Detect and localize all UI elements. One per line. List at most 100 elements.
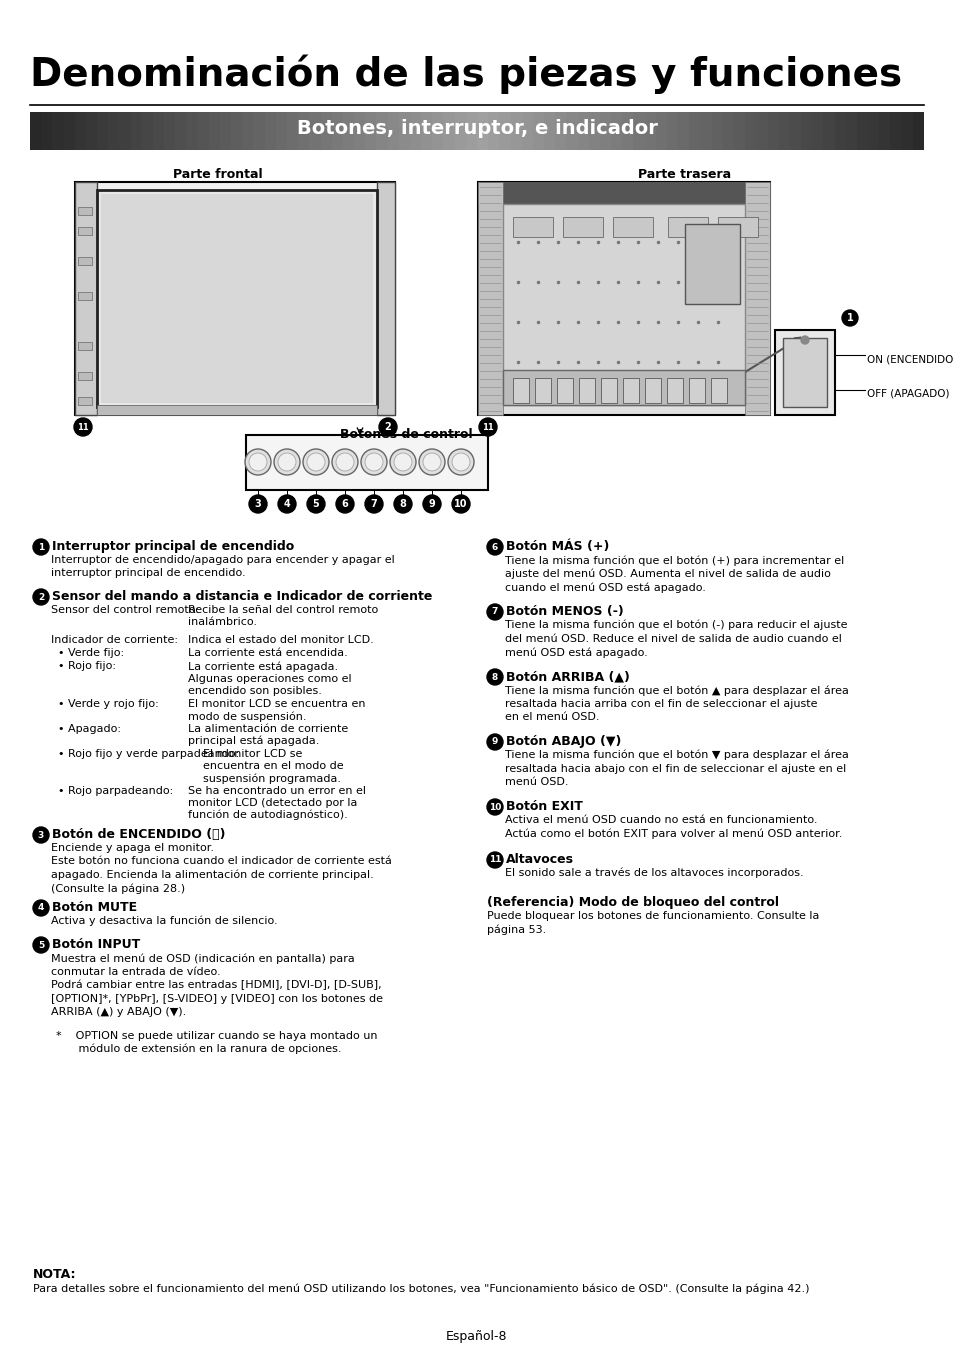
Text: *    OPTION se puede utilizar cuando se haya montado un: * OPTION se puede utilizar cuando se hay… (56, 1031, 377, 1041)
Text: La corriente está encendida.: La corriente está encendida. (188, 648, 348, 657)
Bar (354, 112, 365, 150)
Bar (186, 112, 198, 150)
Bar (778, 112, 790, 150)
Text: modo de suspensión.: modo de suspensión. (188, 711, 306, 721)
Bar (342, 112, 355, 150)
Circle shape (335, 495, 354, 513)
Bar (78, 227, 91, 235)
Bar (242, 112, 253, 150)
Text: Para detalles sobre el funcionamiento del menú OSD utilizando los botones, vea ": Para detalles sobre el funcionamiento de… (33, 1282, 809, 1293)
Bar (666, 112, 678, 150)
Text: 1: 1 (38, 543, 44, 552)
Bar (376, 182, 395, 414)
Circle shape (452, 495, 470, 513)
Text: Interruptor principal de encendido: Interruptor principal de encendido (52, 540, 294, 553)
Circle shape (486, 852, 502, 868)
Text: Sensor del control remoto:: Sensor del control remoto: (51, 605, 199, 616)
Circle shape (394, 495, 412, 513)
Bar (718, 217, 758, 238)
Text: Tiene la misma función que el botón (-) para reducir el ajuste
del menú OSD. Red: Tiene la misma función que el botón (-) … (504, 620, 846, 657)
Bar (41, 112, 52, 150)
Bar (78, 373, 91, 379)
Bar (811, 112, 823, 150)
Bar (533, 112, 544, 150)
Text: 6: 6 (492, 543, 497, 552)
Bar (52, 112, 64, 150)
Text: 5: 5 (313, 500, 319, 509)
Text: Botón MUTE: Botón MUTE (52, 900, 137, 914)
Bar (834, 112, 845, 150)
Text: Algunas operaciones como el: Algunas operaciones como el (188, 674, 352, 684)
Bar (197, 112, 209, 150)
Circle shape (33, 937, 49, 953)
Text: Tiene la misma función que el botón (+) para incrementar el
ajuste del menú OSD.: Tiene la misma función que el botón (+) … (504, 555, 843, 593)
Text: • Rojo parpadeando:: • Rojo parpadeando: (51, 786, 173, 796)
Bar (879, 112, 890, 150)
Bar (275, 112, 287, 150)
Text: 11: 11 (481, 423, 494, 432)
Text: Botón ARRIBA (▲): Botón ARRIBA (▲) (505, 670, 629, 683)
Bar (845, 112, 857, 150)
Text: El sonido sale a través de los altavoces incorporados.: El sonido sale a través de los altavoces… (504, 868, 802, 879)
Text: Botón EXIT: Botón EXIT (505, 801, 582, 813)
Text: Puede bloquear los botones de funcionamiento. Consulte la
página 53.: Puede bloquear los botones de funcionami… (486, 911, 819, 936)
Bar (901, 112, 912, 150)
Bar (477, 182, 502, 414)
Text: Español-8: Español-8 (446, 1330, 507, 1343)
Bar (78, 256, 91, 265)
Bar (566, 112, 578, 150)
Text: • Verde y rojo fijo:: • Verde y rojo fijo: (51, 699, 158, 709)
Text: Tiene la misma función que el botón ▲ para desplazar el área
resaltada hacia arr: Tiene la misma función que el botón ▲ pa… (504, 684, 848, 722)
Text: encuentra en el modo de: encuentra en el modo de (203, 761, 343, 771)
Circle shape (33, 539, 49, 555)
Circle shape (249, 454, 267, 471)
Bar (231, 112, 243, 150)
Circle shape (335, 454, 354, 471)
Bar (365, 112, 376, 150)
Circle shape (307, 454, 325, 471)
Bar (432, 112, 443, 150)
Circle shape (33, 589, 49, 605)
Bar (912, 112, 923, 150)
Text: 4: 4 (283, 500, 290, 509)
Text: principal está apagada.: principal está apagada. (188, 736, 319, 747)
Bar (246, 435, 488, 490)
Bar (543, 112, 556, 150)
Bar (521, 112, 533, 150)
Bar (477, 182, 769, 414)
Bar (856, 112, 868, 150)
Bar (513, 217, 553, 238)
Bar (298, 112, 310, 150)
Circle shape (274, 450, 299, 475)
Text: Interruptor de encendido/apagado para encender y apagar el
interruptor principal: Interruptor de encendido/apagado para en… (51, 555, 395, 578)
Bar (613, 217, 652, 238)
Bar (398, 112, 410, 150)
Circle shape (307, 495, 325, 513)
Bar (78, 397, 91, 405)
Bar (264, 112, 276, 150)
Bar (789, 112, 801, 150)
Text: Activa el menú OSD cuando no está en funcionamiento.
Actúa como el botón EXIT pa: Activa el menú OSD cuando no está en fun… (504, 815, 841, 838)
Text: NOTA:: NOTA: (33, 1268, 76, 1281)
Circle shape (422, 495, 440, 513)
Circle shape (365, 454, 382, 471)
Text: 9: 9 (492, 737, 497, 747)
Circle shape (277, 495, 295, 513)
Text: • Rojo fijo:: • Rojo fijo: (51, 662, 116, 671)
Bar (655, 112, 667, 150)
Circle shape (486, 670, 502, 684)
Circle shape (277, 454, 295, 471)
Bar (633, 112, 644, 150)
Bar (756, 112, 767, 150)
Bar (64, 112, 75, 150)
Text: 11: 11 (488, 856, 500, 864)
Text: 9: 9 (428, 500, 435, 509)
Bar (78, 292, 91, 300)
Bar (287, 112, 298, 150)
Bar (710, 378, 726, 404)
Bar (498, 112, 511, 150)
Bar (513, 378, 529, 404)
Text: 6: 6 (341, 500, 348, 509)
Text: Parte frontal: Parte frontal (173, 167, 262, 181)
Bar (131, 112, 142, 150)
